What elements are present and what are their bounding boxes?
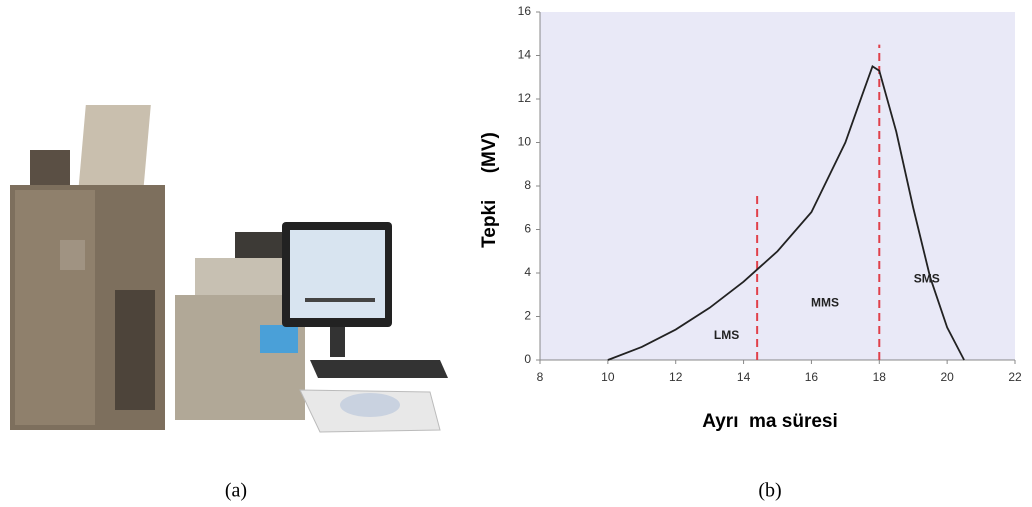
region-label: LMS	[714, 328, 739, 342]
x-tick-label: 22	[1008, 370, 1022, 384]
y-tick-label: 2	[524, 309, 531, 323]
x-axis-label: Ayrı ma süresi	[702, 411, 838, 432]
x-tick-label: 12	[669, 370, 683, 384]
region-label: MMS	[811, 296, 839, 310]
x-tick-label: 10	[601, 370, 615, 384]
y-tick-label: 6	[524, 222, 531, 236]
x-tick-label: 14	[737, 370, 751, 384]
x-tick-label: 16	[805, 370, 819, 384]
y-tick-label: 10	[518, 135, 532, 149]
y-tick-label: 14	[518, 48, 532, 62]
y-tick-label: 4	[524, 265, 531, 279]
x-tick-label: 8	[537, 370, 544, 384]
x-tick-label: 18	[873, 370, 887, 384]
y-tick-label: 0	[524, 352, 531, 366]
y-tick-label: 12	[518, 91, 532, 105]
y-tick-label: 8	[524, 178, 531, 192]
equipment-photo	[10, 105, 448, 433]
caption: (b)	[758, 480, 781, 502]
y-axis-label: Tepki (MV)	[479, 132, 500, 248]
x-tick-label: 20	[940, 370, 954, 384]
caption: (a)	[225, 480, 247, 502]
response-curve	[607, 65, 965, 361]
y-tick-label: 16	[518, 4, 532, 18]
region-label: SMS	[914, 272, 940, 286]
plot-background	[540, 12, 1015, 360]
